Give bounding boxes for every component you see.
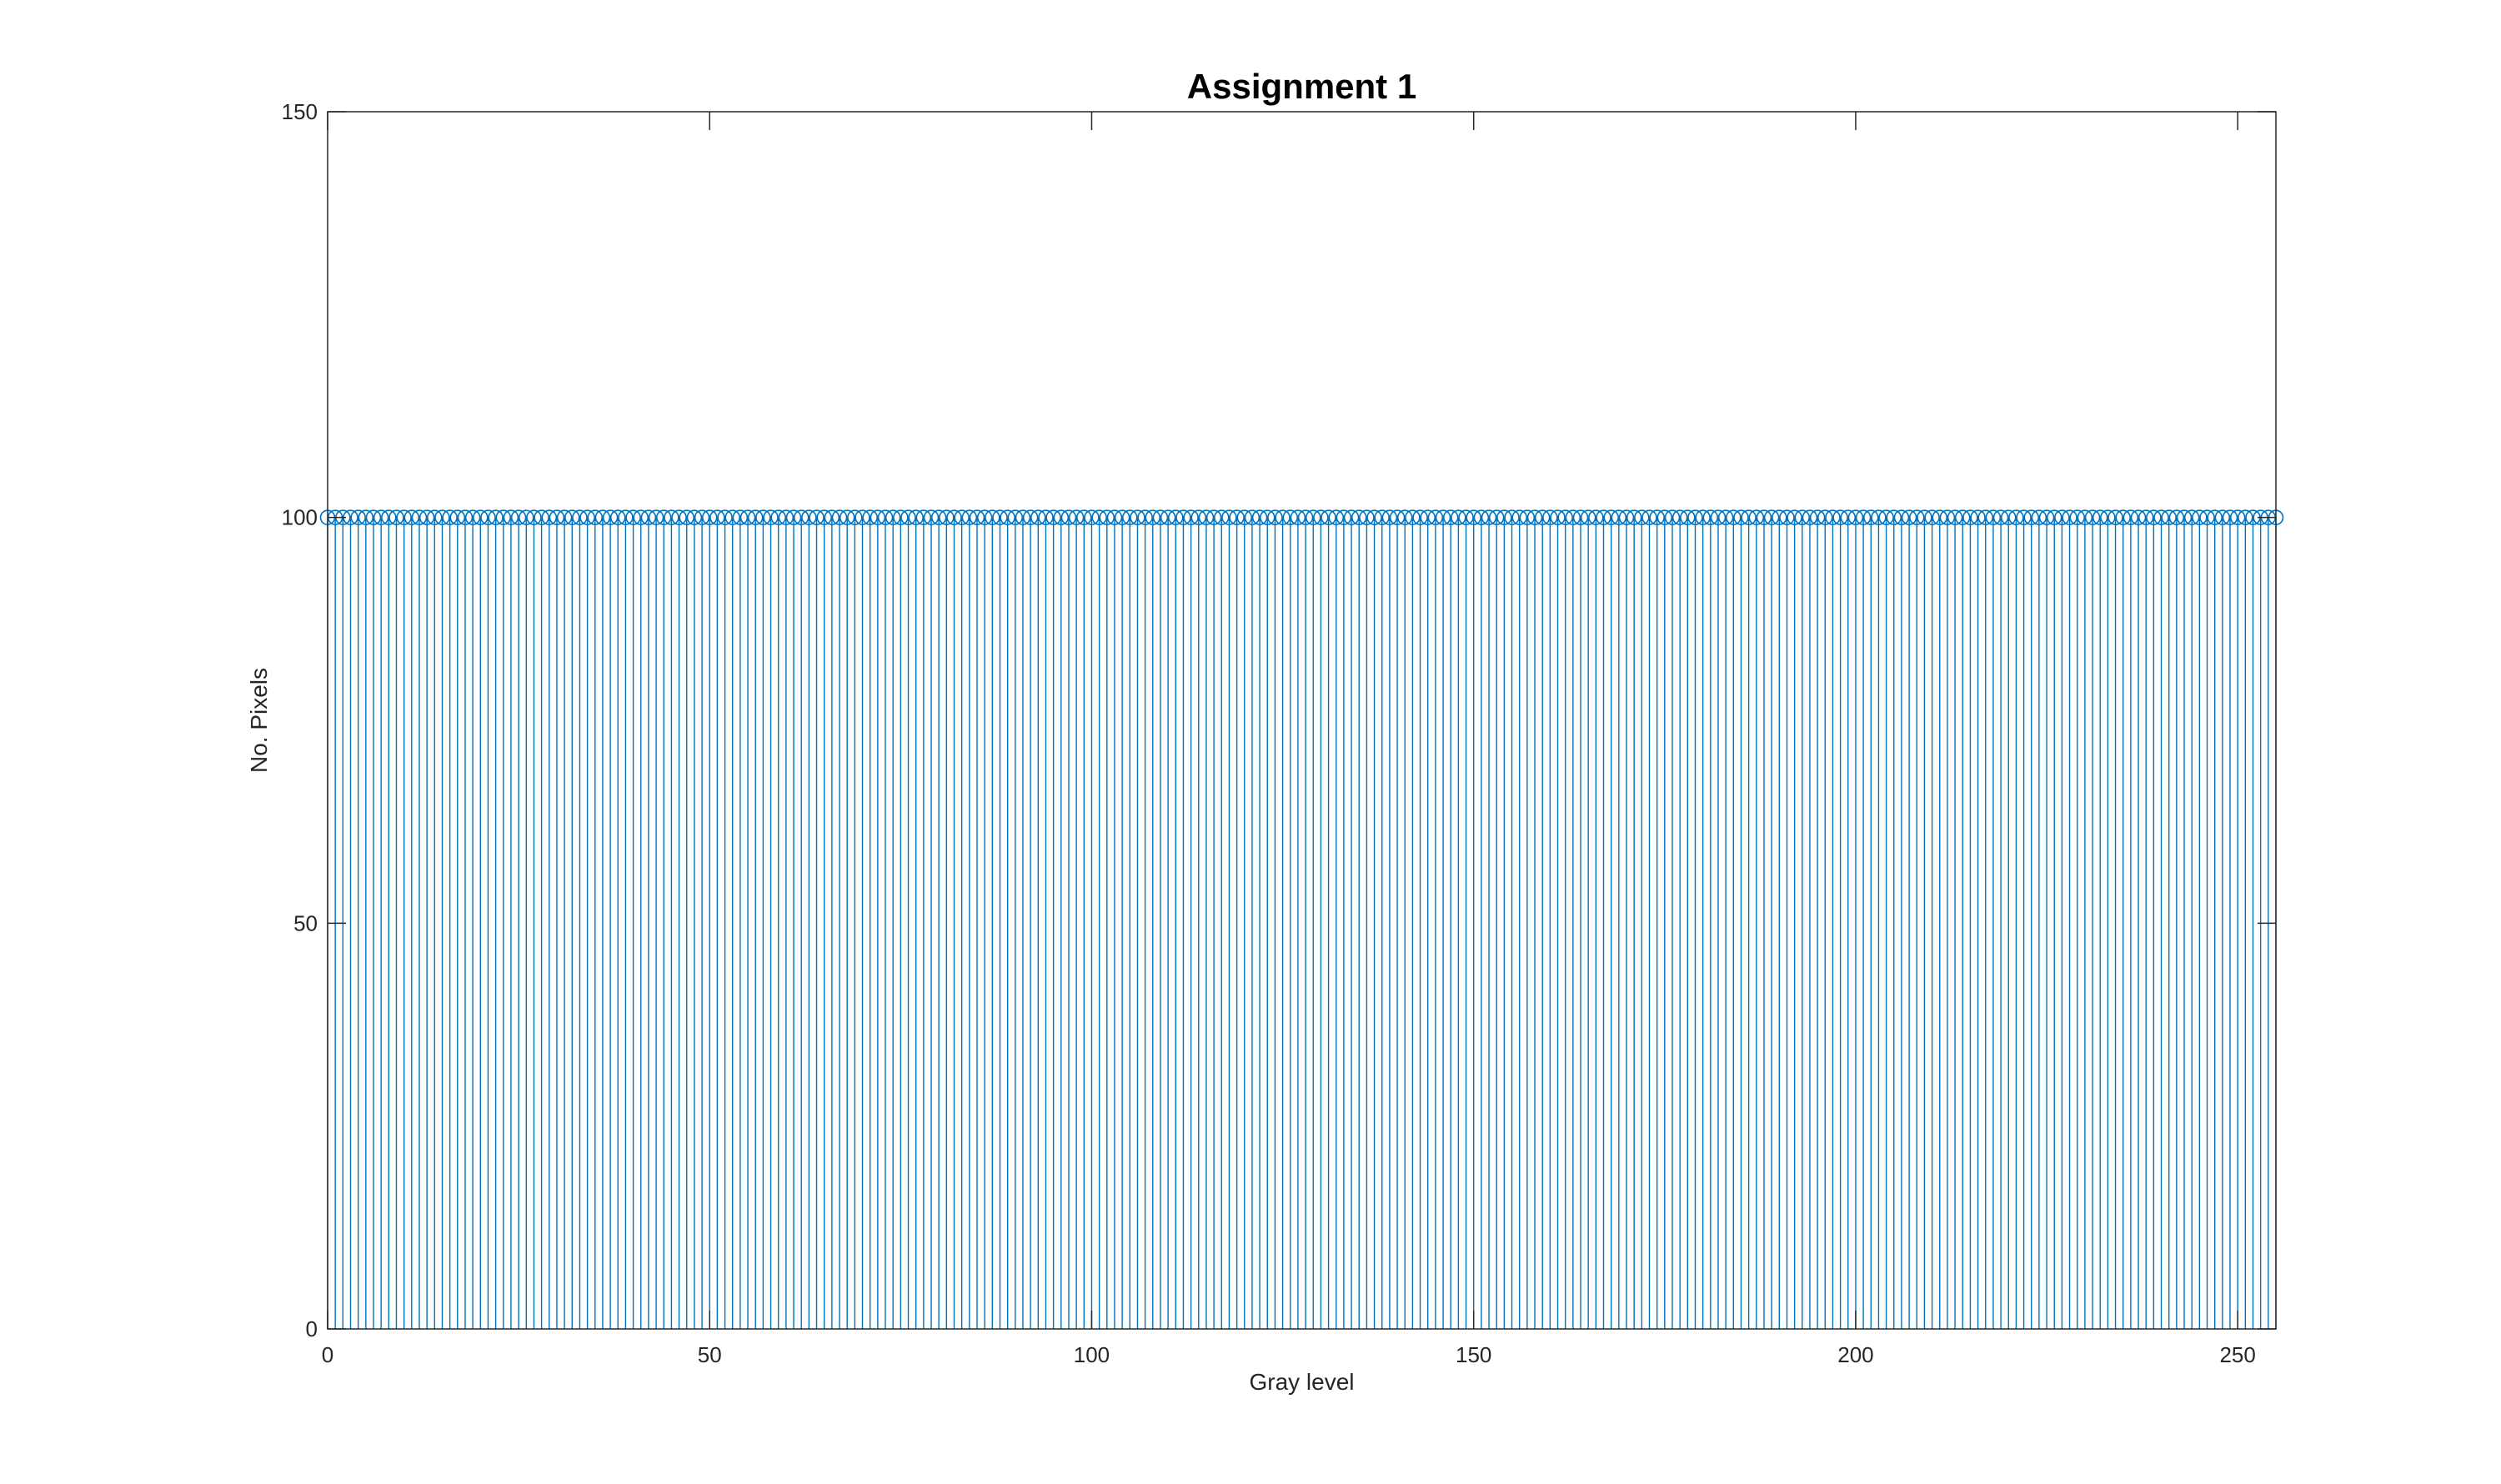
y-tick-label: 0 xyxy=(306,1316,318,1341)
y-tick-label: 100 xyxy=(282,505,318,530)
x-tick-label: 50 xyxy=(698,1342,722,1367)
y-tick-label: 50 xyxy=(293,910,318,935)
y-tick-label: 150 xyxy=(282,99,318,124)
x-axis-label: Gray level xyxy=(1249,1369,1354,1395)
x-tick-label: 150 xyxy=(1456,1342,1491,1367)
chart-title: Assignment 1 xyxy=(1187,67,1416,106)
x-tick-label: 200 xyxy=(1837,1342,1873,1367)
x-tick-label: 250 xyxy=(2219,1342,2255,1367)
x-tick-label: 100 xyxy=(1074,1342,1110,1367)
stem-series xyxy=(319,509,2284,1329)
y-axis-label: No. Pixels xyxy=(246,668,272,773)
axes-box xyxy=(327,111,2277,1330)
axis-ticks: 0 50 100 150 200 250 0 50 100 150 xyxy=(282,99,2276,1367)
x-tick-label: 0 xyxy=(322,1342,333,1367)
